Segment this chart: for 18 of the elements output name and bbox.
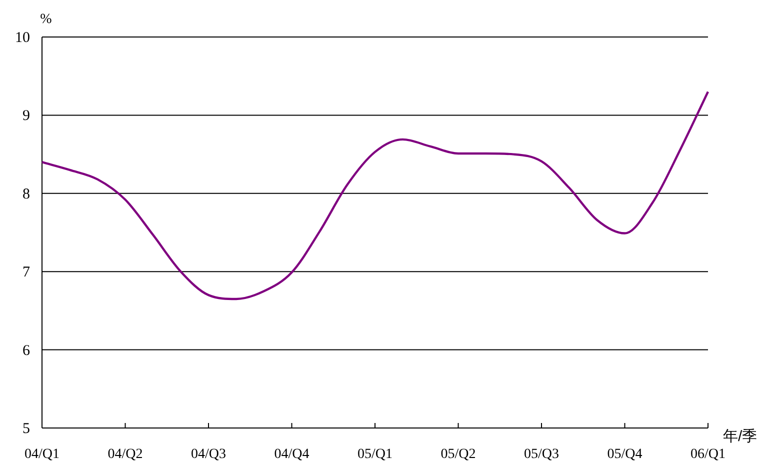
x-tick-label: 05/Q1 [358, 447, 392, 461]
x-tick-label: 04/Q2 [108, 447, 143, 461]
x-tick-label: 05/Q3 [524, 447, 559, 461]
y-tick-label: 6 [22, 342, 30, 359]
y-tick-label: 10 [15, 30, 30, 46]
x-axis-title: 年/季 [723, 428, 758, 445]
x-tick-label: 04/Q1 [24, 447, 60, 461]
y-tick-label: 8 [22, 186, 30, 202]
x-tick-label: 04/Q3 [191, 447, 226, 461]
y-tick-label: 5 [22, 421, 30, 437]
y-tick-label: 7 [22, 264, 30, 281]
x-tick-label: 05/Q2 [440, 447, 476, 461]
line-series [40, 90, 710, 300]
y-axis-title: % [40, 12, 52, 27]
x-tick-label: 06/Q1 [690, 447, 726, 461]
x-tick-label: 04/Q4 [274, 447, 310, 461]
x-tick-label: 05/Q4 [607, 447, 642, 461]
y-tick-label: 9 [22, 108, 30, 124]
